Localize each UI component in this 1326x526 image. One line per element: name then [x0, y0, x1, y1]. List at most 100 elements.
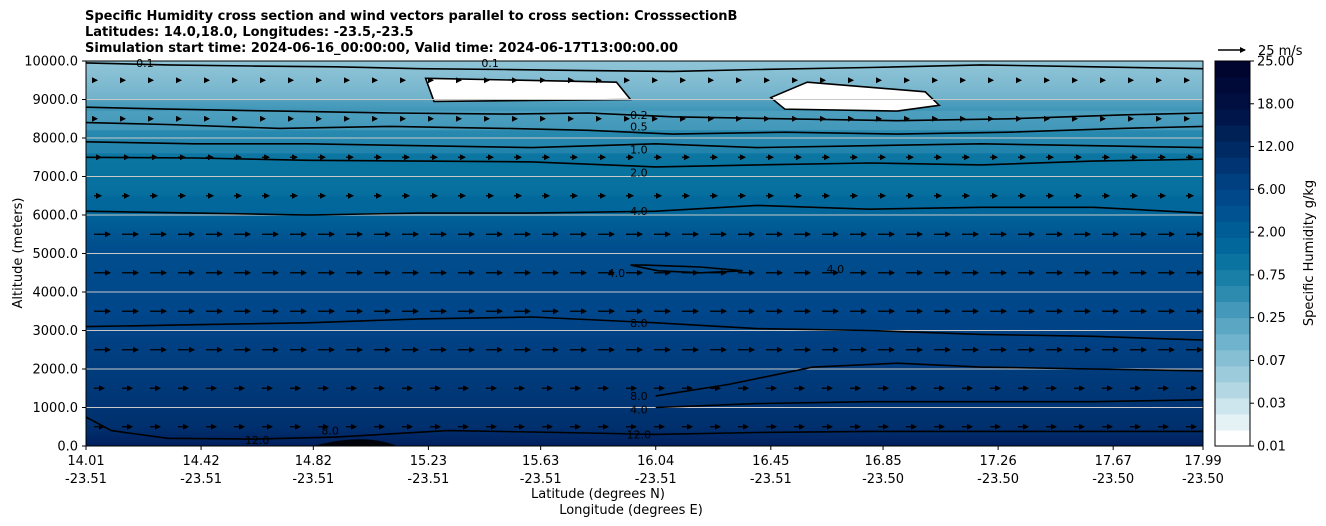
contour-4 [86, 156, 1203, 168]
y-axis-label: Altitude (meters) [11, 198, 26, 309]
humidity-band-4 [86, 195, 1203, 215]
colorbar [1215, 61, 1250, 447]
colorbar-tick-label: 0.01 [1257, 440, 1286, 455]
colorbar-tick-label: 6.00 [1257, 183, 1286, 198]
colorbar-segment [1215, 301, 1250, 319]
colorbar-frame [1214, 60, 1251, 447]
colorbar-segment [1215, 141, 1250, 158]
x-tick-label-lat: 17.99 [1184, 454, 1221, 469]
y-tick-label: 8000.0 [33, 132, 79, 147]
contour-label: 8.0 [630, 390, 648, 403]
x-tick-label-lon: -23.51 [635, 472, 677, 487]
contour-label: 12.0 [627, 428, 652, 441]
colorbar-segment [1215, 269, 1250, 287]
contour-label: 4.0 [608, 267, 626, 280]
x-tick-label-lat: 14.42 [182, 454, 219, 469]
colorbar-tick-label: 12.00 [1257, 140, 1294, 155]
colorbar-segment [1215, 413, 1250, 431]
contour-0 [86, 62, 1203, 73]
contour-label: 4.0 [827, 263, 845, 276]
contour-label: 12.0 [245, 434, 270, 447]
y-tick-label: 4000.0 [33, 286, 79, 301]
colorbar-segment [1215, 61, 1250, 78]
y-tick-label: 2000.0 [33, 363, 79, 378]
colorbar-segment [1215, 93, 1250, 110]
x-tick-label-lat: 17.67 [1095, 454, 1132, 469]
colorbar-segment [1215, 381, 1250, 399]
y-tick-label: 7000.0 [33, 170, 79, 185]
x-tick-label-lon: -23.50 [862, 472, 904, 487]
x-tick-label-lat: 14.82 [295, 454, 332, 469]
y-tick-label: 0.0 [57, 440, 78, 455]
chart-title-line-3: Simulation start time: 2024-06-16_00:00:… [85, 41, 678, 56]
vector-key-label: 25 m/s [1258, 44, 1303, 59]
x-tick-label-lat: 16.04 [637, 454, 674, 469]
x-axis: 14.01 -23.51 14.42 -23.51 14.82 -23.51 15.23 -2… [65, 446, 1224, 487]
x-tick-label-lon: -23.50 [977, 472, 1019, 487]
contour-9 [655, 399, 1203, 409]
humidity-band-2 [86, 130, 1203, 154]
chart-title-line-1: Specific Humidity cross section and wind… [85, 9, 738, 24]
contour-10 [86, 416, 1203, 440]
colorbar-segment [1215, 365, 1250, 383]
contour-8 [655, 362, 1203, 397]
x-axis-label-lat: Latitude (degrees N) [531, 487, 665, 502]
contour-label: 1.0 [630, 144, 648, 157]
colorbar-tick-label: 0.75 [1257, 268, 1286, 283]
x-tick-label-lon: -23.51 [180, 472, 222, 487]
terrain [313, 439, 398, 446]
contour-label: 0.5 [630, 120, 648, 133]
contour-label: 4.0 [630, 205, 648, 218]
contour-lines [86, 62, 1203, 440]
y-tick-label: 3000.0 [33, 324, 79, 339]
colorbar-segment [1215, 189, 1250, 206]
colorbar-segment [1215, 333, 1250, 351]
contour-3 [86, 141, 1203, 149]
contour-1 [86, 106, 1203, 122]
colorbar-segment [1215, 285, 1250, 303]
dry-region-1 [424, 77, 633, 103]
colorbar-tick-label: 0.03 [1257, 397, 1286, 412]
colorbar-segment [1215, 109, 1250, 126]
x-tick-label-lon: -23.51 [520, 472, 562, 487]
colorbar-tick-label: 2.00 [1257, 226, 1286, 241]
y-tick-label: 9000.0 [33, 93, 79, 108]
colorbar-ticks: 0.01 0.03 0.07 0.25 0.75 2.00 6.00 12.00 18.00 25… [1250, 55, 1294, 455]
colorbar-segment [1215, 429, 1250, 447]
humidity-bands [86, 61, 1203, 446]
colorbar-tick-label: 0.07 [1257, 354, 1286, 369]
contour-label: 8.0 [630, 317, 648, 330]
colorbar-segment [1215, 317, 1250, 335]
x-tick-label-lon: -23.51 [407, 472, 449, 487]
x-tick-label-lon: -23.51 [750, 472, 792, 487]
colorbar-tick-label: 0.25 [1257, 311, 1286, 326]
wind-vectors [92, 77, 1203, 430]
x-tick-label-lat: 17.26 [980, 454, 1017, 469]
x-tick-label-lat: 15.23 [410, 454, 447, 469]
colorbar-segment [1215, 77, 1250, 94]
y-tick-label: 6000.0 [33, 209, 79, 224]
x-tick-label-lon: -23.51 [65, 472, 107, 487]
colorbar-segment [1215, 125, 1250, 142]
x-tick-label-lat: 15.63 [522, 454, 559, 469]
dry-region-2 [769, 81, 941, 112]
contour-label: 0.1 [481, 57, 499, 70]
contour-label: 2.0 [630, 167, 648, 180]
x-tick-label-lat: 14.01 [67, 454, 104, 469]
humidity-band-1 [86, 111, 1203, 131]
colorbar-segment [1215, 397, 1250, 415]
chart-title-line-2: Latitudes: 14.0,18.0, Longitudes: -23.5,… [85, 25, 414, 40]
contour-label: 4.0 [630, 403, 648, 416]
contour-6 [630, 264, 743, 274]
contour-5 [86, 204, 1203, 216]
colorbar-tick-label: 25.00 [1257, 55, 1294, 70]
colorbar-segment [1215, 349, 1250, 367]
x-tick-label-lon: -23.50 [1182, 472, 1224, 487]
colorbar-label: Specific Humidity g/kg [1302, 180, 1317, 326]
x-tick-label-lon: -23.50 [1092, 472, 1134, 487]
humidity-band-3 [86, 153, 1203, 196]
colorbar-tick-label: 18.00 [1257, 97, 1294, 112]
colorbar-segment [1215, 221, 1250, 238]
colorbar-segment [1215, 157, 1250, 174]
